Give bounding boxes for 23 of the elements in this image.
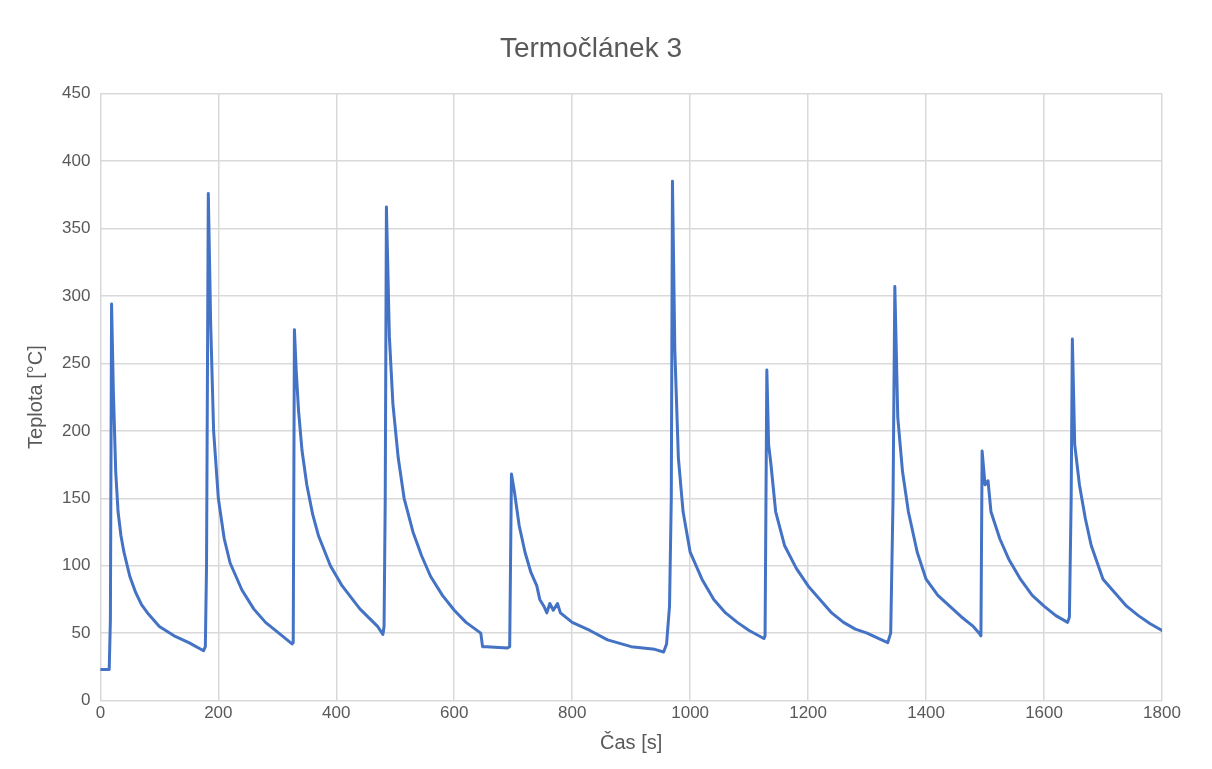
x-tick-label: 1000: [671, 703, 710, 723]
x-axis-title: Čas [s]: [600, 730, 663, 753]
y-tick-label: 300: [61, 285, 91, 305]
y-tick-label: 450: [61, 83, 91, 103]
x-tick-label: 200: [204, 703, 233, 723]
x-tick-label: 400: [322, 703, 351, 723]
y-tick-label: 50: [71, 622, 91, 642]
y-tick-label: 200: [61, 420, 91, 440]
chart-title: Termočlánek 3: [499, 31, 683, 63]
y-tick-label: 350: [61, 218, 91, 238]
x-tick-label: 1400: [907, 703, 945, 723]
x-tick-label: 1600: [1025, 703, 1063, 723]
x-tick-label: 800: [558, 703, 587, 723]
x-tick-label: 600: [440, 703, 469, 723]
y-tick-label: 100: [61, 555, 91, 575]
x-tick-label: 0: [95, 703, 106, 723]
y-axis-title: Teplota [°C]: [23, 345, 46, 449]
y-tick-label: 250: [61, 353, 91, 373]
y-tick-label: 400: [61, 150, 91, 170]
x-tick-label: 1200: [789, 703, 828, 723]
x-tick-label: 1800: [1143, 703, 1181, 723]
y-tick-label: 150: [61, 487, 91, 507]
y-tick-label: 0: [80, 690, 91, 710]
